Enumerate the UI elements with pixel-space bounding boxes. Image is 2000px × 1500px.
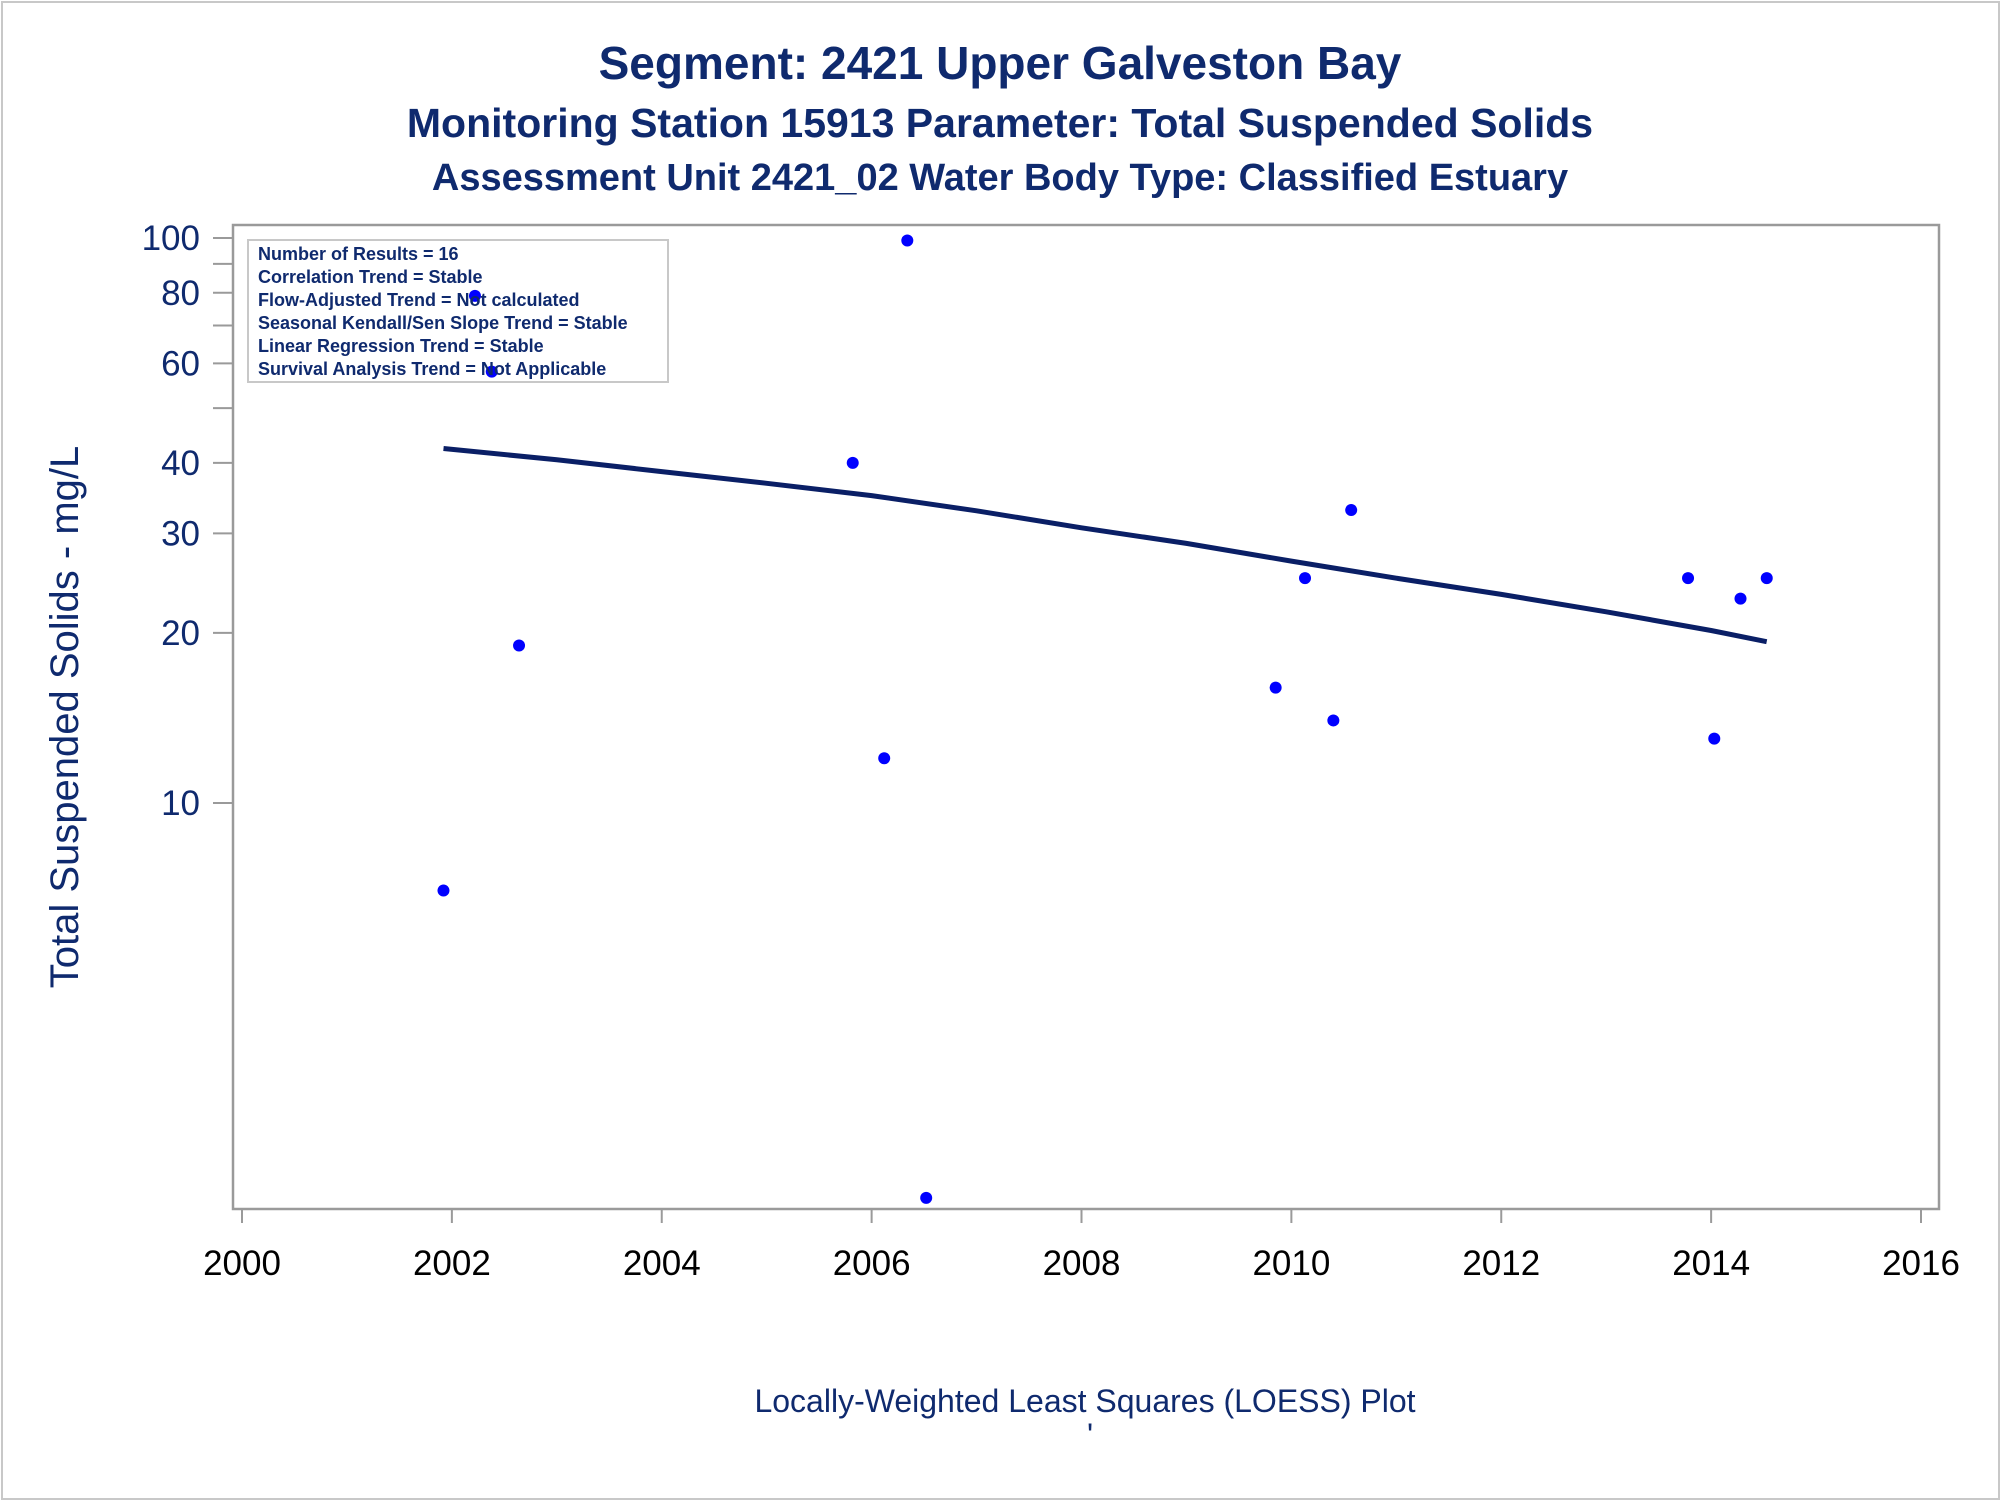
- data-point: [1682, 572, 1695, 585]
- scatter-series: [437, 234, 1773, 1204]
- plot-area: [231, 223, 1941, 1211]
- data-point: [1734, 592, 1747, 605]
- y-axis-title: Total Suspended Solids - mg/L: [43, 446, 87, 989]
- stats-box: Number of Results = 16 Correlation Trend…: [247, 239, 669, 383]
- y-tick-label: 10: [161, 784, 200, 823]
- x-tick-label: 2002: [413, 1244, 491, 1283]
- data-point: [1327, 714, 1340, 727]
- x-tick-label: 2016: [1882, 1244, 1960, 1283]
- x-tick-label: 2012: [1462, 1244, 1540, 1283]
- data-point: [513, 639, 526, 652]
- loess-line: [443, 446, 1768, 645]
- y-tick-label: 40: [161, 444, 200, 483]
- x-axis: 2000 2002 2004 2006 2008 2010 2012 2014 2016: [203, 1209, 1960, 1283]
- data-point: [1708, 732, 1721, 745]
- x-tick-label: 2006: [833, 1244, 911, 1283]
- x-tick-label: 2010: [1252, 1244, 1330, 1283]
- footnote-mark: ': [1087, 1417, 1093, 1453]
- stats-line-seasonal-kendall: Seasonal Kendall/Sen Slope Trend = Stabl…: [258, 313, 628, 333]
- x-tick-label: 2004: [623, 1244, 701, 1283]
- stats-box-border: [247, 239, 669, 383]
- data-point: [1269, 681, 1282, 694]
- stats-line-results: Number of Results = 16: [258, 244, 459, 264]
- chart-subtitle-assessment: Assessment Unit 2421_02 Water Body Type:…: [431, 157, 1569, 199]
- data-point: [1345, 504, 1358, 517]
- data-point: [901, 234, 914, 247]
- data-point: [878, 752, 891, 765]
- y-tick-label: 20: [161, 614, 200, 653]
- data-point: [1299, 572, 1312, 585]
- stats-line-survival: Survival Analysis Trend = Not Applicable: [258, 359, 606, 379]
- y-tick-label: 100: [142, 219, 200, 258]
- x-tick-label: 2008: [1043, 1244, 1121, 1283]
- data-point: [920, 1191, 933, 1204]
- y-tick-label: 60: [161, 344, 200, 383]
- y-axis: 10 20 30 40 60 80 100: [142, 219, 233, 823]
- stats-line-flow-adjusted: Flow-Adjusted Trend = Not calculated: [258, 290, 580, 310]
- x-tick-label: 2000: [203, 1244, 281, 1283]
- footnote-loess: Locally-Weighted Least Squares (LOESS) P…: [754, 1383, 1415, 1419]
- data-point: [846, 456, 859, 469]
- y-tick-label: 80: [161, 274, 200, 313]
- data-point: [468, 289, 481, 302]
- chart-title: Segment: 2421 Upper Galveston Bay: [598, 37, 1402, 89]
- data-point: [437, 884, 450, 897]
- stats-line-linear-regression: Linear Regression Trend = Stable: [258, 336, 544, 356]
- data-point: [1760, 572, 1773, 585]
- stats-line-correlation: Correlation Trend = Stable: [258, 267, 483, 287]
- data-point: [485, 365, 498, 378]
- y-tick-label: 30: [161, 514, 200, 553]
- chart-subtitle-station: Monitoring Station 15913 Parameter: Tota…: [406, 100, 1594, 146]
- x-tick-label: 2014: [1672, 1244, 1750, 1283]
- loess-line-series: [443, 446, 1768, 645]
